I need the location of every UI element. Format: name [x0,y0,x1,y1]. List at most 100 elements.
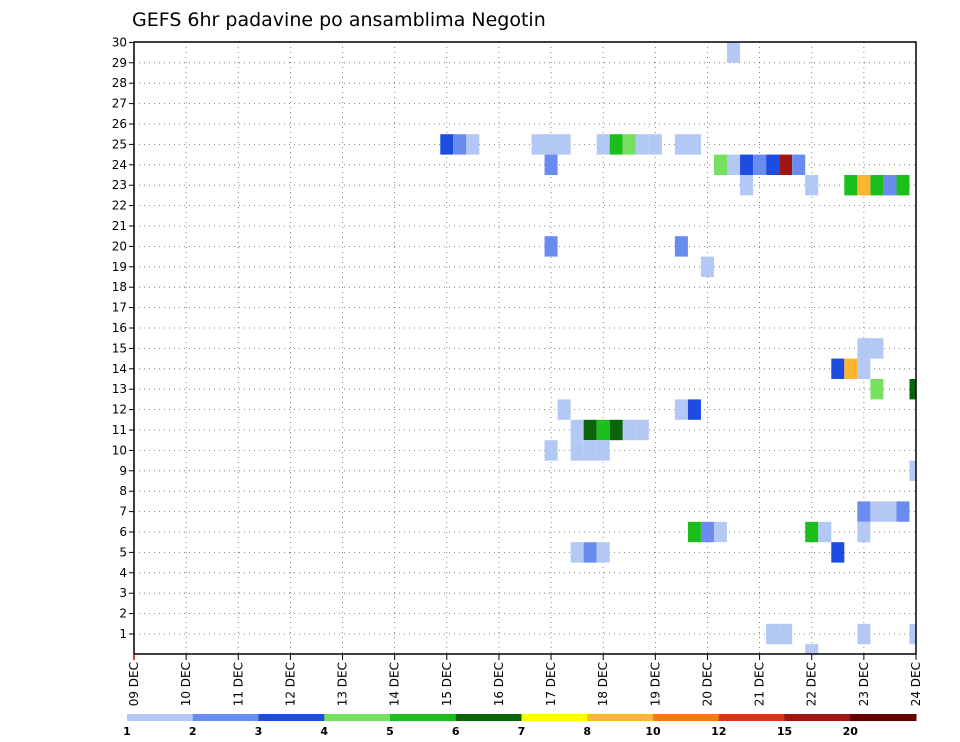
precip-cell [857,175,871,196]
precip-cell [740,154,754,175]
precip-cell [896,175,910,196]
legend-swatch [127,714,194,721]
legend-label: 5 [386,725,394,738]
cells-layer [440,42,916,654]
precip-cell [609,134,623,155]
y-tick-label: 5 [119,545,127,559]
y-tick-label: 9 [119,464,127,478]
x-tick-label: 13 DEC [336,662,350,706]
precip-cell [544,440,558,461]
precip-cell [687,134,701,155]
legend-label: 4 [320,725,328,738]
precip-cell [805,644,819,654]
y-tick-label: 2 [119,607,127,621]
legend-label: 15 [777,725,792,738]
x-tick-label: 15 DEC [440,662,454,706]
precip-cell [674,134,688,155]
precip-cell [635,419,649,441]
legend-label: 10 [645,725,661,738]
precip-cell [740,175,754,196]
precip-cell [583,440,597,461]
legend-label: 2 [189,725,197,738]
precip-cell [674,399,688,420]
y-tick-label: 6 [119,525,127,539]
x-tick-label: 09 DEC [127,662,141,706]
precip-cell [687,521,701,543]
legend-label: 8 [583,725,591,738]
precip-cell [883,501,897,522]
precip-cell [570,419,584,441]
precip-cell [857,501,871,522]
y-tick-label: 23 [112,178,127,192]
precip-cell [909,623,916,645]
y-tick-label: 8 [119,484,127,498]
chart-title: GEFS 6hr padavine po ansamblima Negotin [132,9,546,31]
legend-label: 3 [255,725,263,738]
legend-label: 12 [711,725,726,738]
precip-cell [596,134,610,155]
x-tick-label: 22 DEC [805,662,819,706]
y-tick-label: 14 [112,362,127,376]
precip-cell [896,501,910,522]
legend-swatch [587,714,654,721]
legend-swatch [324,714,391,721]
y-tick-label: 24 [112,158,127,172]
y-tick-label: 3 [119,586,127,600]
y-tick-label: 29 [112,56,127,70]
precip-cell [857,358,871,379]
legend-label: 20 [843,725,859,738]
precip-cell [700,256,714,277]
precip-cell [596,419,610,441]
precip-cell [779,154,793,175]
precip-cell [583,419,597,441]
x-tick-label: 24 DEC [909,662,923,706]
y-tick-label: 27 [112,97,127,111]
precip-cell [857,338,871,359]
y-tick-label: 13 [112,382,127,396]
precip-cell [596,440,610,461]
precip-cell [766,623,780,645]
precip-cell [805,521,819,543]
legend-swatch [718,714,785,721]
precip-cell [857,521,871,543]
legend-label: 7 [518,725,526,738]
y-tick-label: 22 [112,199,127,213]
x-tick-label: 18 DEC [596,662,610,706]
precip-cell [831,542,845,563]
precip-cell [544,134,558,155]
legend-swatch [192,714,259,721]
y-tick-label: 16 [112,321,127,335]
precip-cell [870,175,884,196]
precip-cell [818,521,832,543]
precip-cell [779,623,793,645]
precip-cell [635,134,649,155]
y-tick-label: 20 [112,239,127,253]
precip-cell [570,440,584,461]
y-tick-label: 19 [112,260,127,274]
legend-swatch [784,714,851,721]
precip-cell [883,175,897,196]
precip-cell [583,542,597,563]
precip-cell [909,379,916,400]
precip-cell [544,154,558,175]
x-tick-label: 23 DEC [857,662,871,706]
legend-swatch [390,714,457,721]
precip-cell [700,521,714,543]
precip-cell [531,134,545,155]
precip-cell [596,542,610,563]
precip-cell [674,236,688,257]
precip-cell [870,501,884,522]
precip-cell [557,134,571,155]
grid-layer [133,42,917,654]
precip-cell [622,134,636,155]
y-tick-label: 17 [112,301,127,315]
legend-swatch [258,714,325,721]
precip-cell [713,154,728,175]
precip-cell [557,399,571,420]
precip-cell [440,134,454,155]
x-tick-label: 11 DEC [231,662,245,706]
y-tick-label: 18 [112,280,127,294]
precip-cell [713,521,728,543]
legend-swatch [455,714,522,721]
